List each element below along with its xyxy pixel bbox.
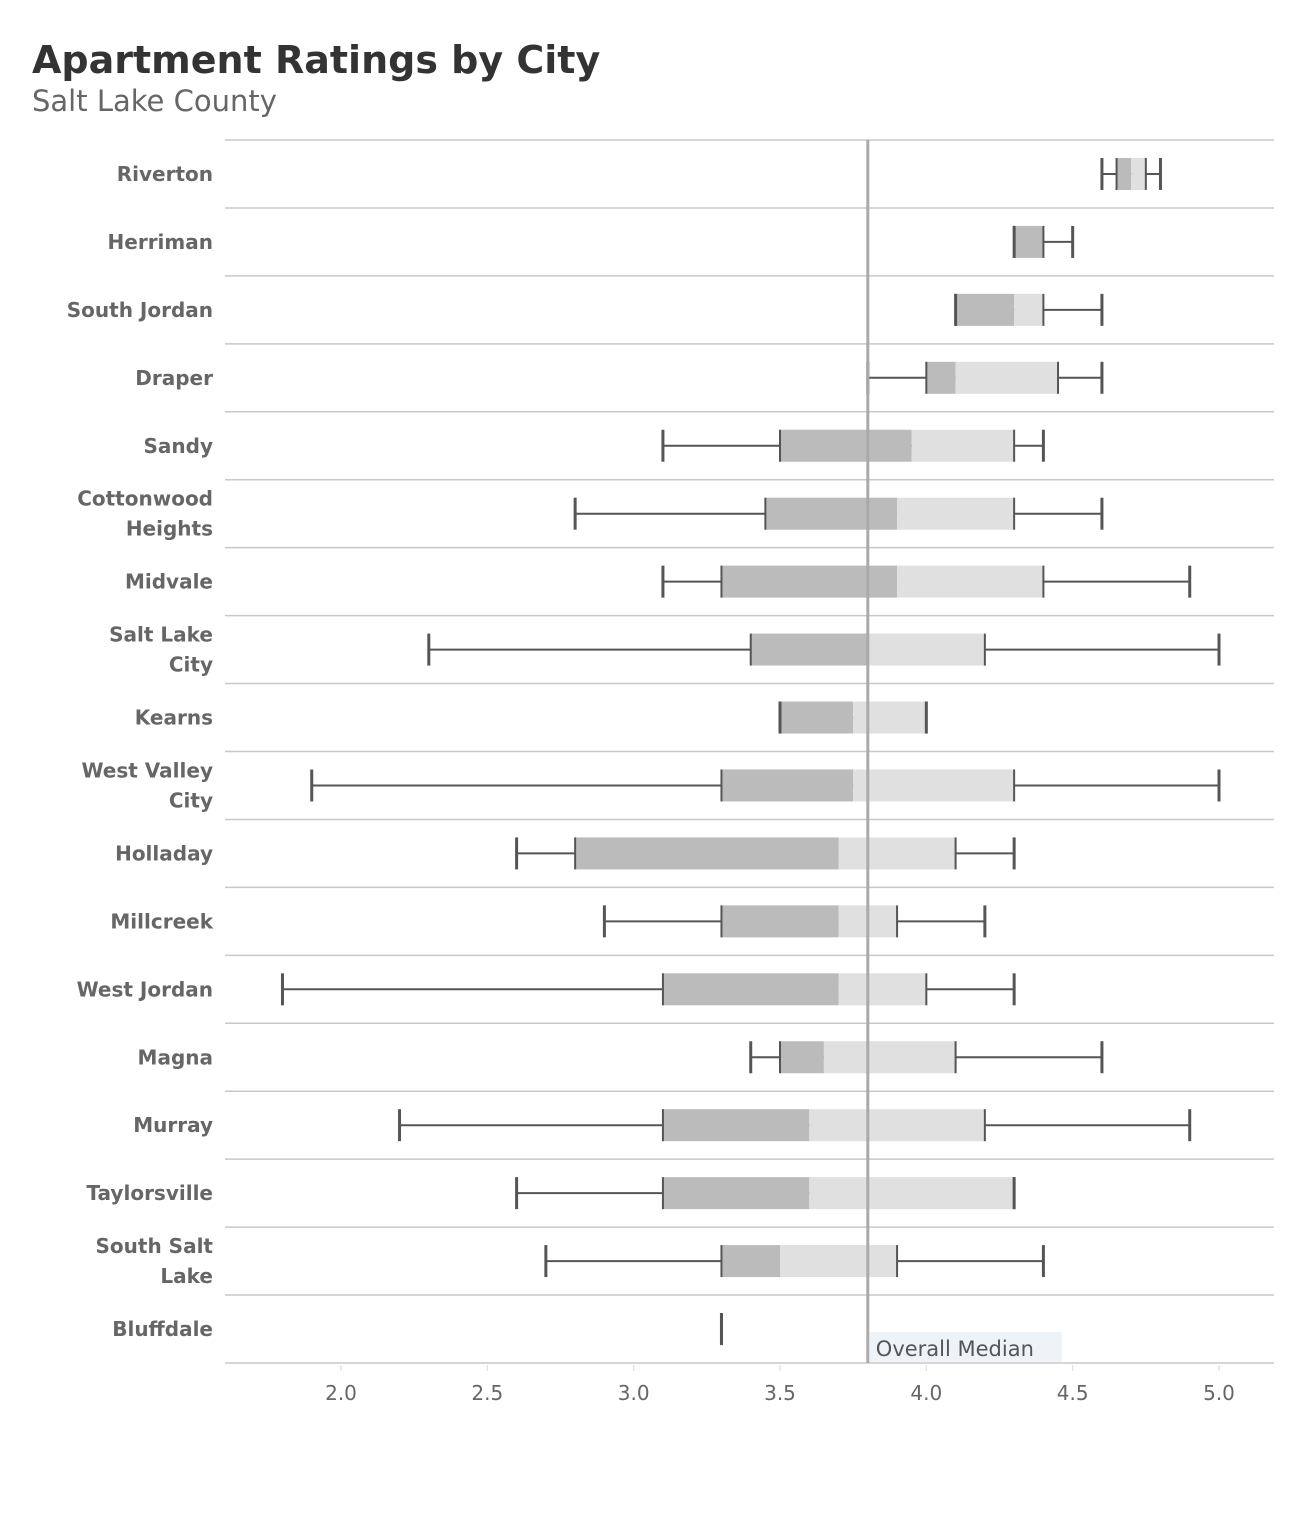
box-lower: [721, 905, 839, 938]
box-upper: [1014, 293, 1044, 326]
box-taylorsville: Taylorsville: [86, 1177, 1016, 1210]
box-lower: [926, 361, 956, 394]
box-lower: [721, 1245, 780, 1278]
box-upper: [897, 565, 1044, 598]
category-label: Magna: [138, 1045, 213, 1069]
annotation-background: [869, 1332, 1062, 1362]
box-midvale: Midvale: [125, 565, 1192, 598]
box-lower: [662, 1177, 810, 1210]
x-tick-label: 3.5: [764, 1381, 796, 1405]
box-upper: [955, 361, 1059, 394]
x-tick-label: 5.0: [1203, 1381, 1235, 1405]
x-tick-label: 4.5: [1057, 1381, 1089, 1405]
category-label: Cottonwood Heights: [77, 487, 213, 541]
box-lower: [1116, 157, 1132, 190]
category-label: Bluffdale: [112, 1317, 213, 1341]
box-upper: [838, 837, 956, 870]
box-lower: [721, 769, 854, 802]
box-lower: [780, 1041, 824, 1074]
box-upper: [809, 1177, 1015, 1210]
box-upper: [1131, 157, 1146, 190]
x-tick-label: 3.0: [618, 1381, 650, 1405]
box-upper: [853, 701, 927, 734]
x-tick-label: 2.0: [325, 1381, 357, 1405]
box-south-salt-lake: South Salt Lake: [96, 1234, 1045, 1288]
category-label: Millcreek: [110, 909, 213, 933]
category-label: Sandy: [144, 434, 214, 458]
box-west-valley-city: West Valley City: [81, 758, 1221, 812]
box-cottonwood-heights: Cottonwood Heights: [77, 487, 1104, 541]
box-west-jordan: West Jordan: [77, 973, 1016, 1006]
box-upper: [809, 1109, 985, 1142]
category-label: South Salt Lake: [96, 1234, 214, 1288]
box-riverton: Riverton: [117, 157, 1162, 190]
category-label: Midvale: [125, 570, 213, 594]
box-upper: [911, 429, 1015, 462]
box-holladay: Holladay: [115, 837, 1016, 870]
category-label: Murray: [133, 1113, 213, 1137]
box-lower: [750, 633, 868, 666]
box-lower: [721, 565, 898, 598]
chart-title: Apartment Ratings by City: [32, 38, 601, 82]
box-upper: [897, 497, 1015, 530]
category-label: West Valley City: [81, 758, 213, 812]
box-salt-lake-city: Salt Lake City: [109, 623, 1221, 677]
category-label: Kearns: [135, 706, 213, 730]
category-label: South Jordan: [67, 298, 213, 322]
x-tick-label: 4.0: [910, 1381, 942, 1405]
category-label: Draper: [135, 366, 213, 390]
category-label: Salt Lake City: [109, 623, 213, 677]
box-upper: [823, 1041, 956, 1074]
box-herriman: Herriman: [108, 225, 1075, 258]
box-lower: [575, 837, 839, 870]
box-sandy: Sandy: [144, 429, 1045, 462]
box-upper: [780, 1245, 898, 1278]
box-kearns: Kearns: [135, 701, 928, 734]
box-lower: [780, 701, 854, 734]
overall-median-label: Overall Median: [876, 1337, 1034, 1361]
category-label: Taylorsville: [86, 1181, 213, 1205]
category-label: West Jordan: [77, 977, 213, 1001]
box-lower: [765, 497, 898, 530]
category-label: Herriman: [108, 230, 213, 254]
x-tick-label: 2.5: [471, 1381, 503, 1405]
box-lower: [1014, 225, 1044, 258]
box-lower: [955, 293, 1015, 326]
box-south-jordan: South Jordan: [67, 293, 1104, 326]
category-label: Holladay: [115, 841, 213, 865]
box-upper: [867, 633, 985, 666]
box-draper: Draper: [135, 361, 1104, 394]
box-lower: [780, 429, 912, 462]
box-magna: Magna: [138, 1041, 1104, 1074]
box-upper: [853, 769, 1015, 802]
chart-subtitle: Salt Lake County: [32, 84, 277, 118]
box-millcreek: Millcreek: [110, 905, 987, 938]
category-label: Riverton: [117, 162, 213, 186]
box-lower: [662, 1109, 810, 1142]
box-bluffdale: Bluffdale: [112, 1313, 723, 1346]
box-lower: [662, 973, 839, 1006]
box-upper: [838, 973, 927, 1006]
box-murray: Murray: [133, 1109, 1192, 1142]
